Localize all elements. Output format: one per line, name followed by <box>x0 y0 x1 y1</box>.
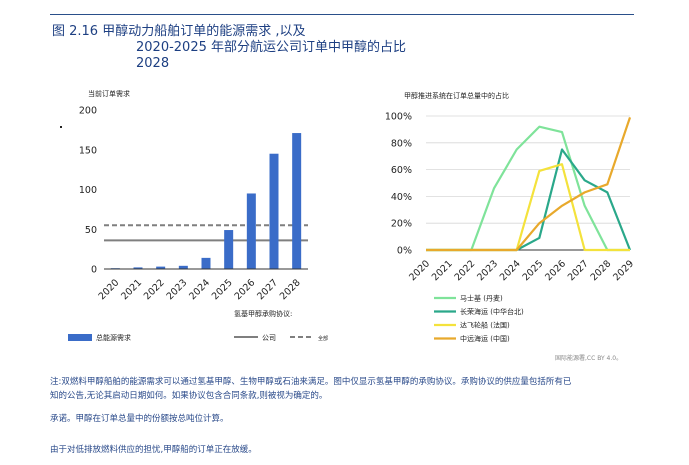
bar <box>178 265 188 269</box>
x-tick-label: 2023 <box>165 277 190 302</box>
legend-label: 长荣海运 (中华台北) <box>460 307 524 316</box>
x-tick-label: 2020 <box>407 258 432 283</box>
x-tick-label: 2020 <box>97 277 122 302</box>
x-tick-label: 2026 <box>233 277 258 302</box>
bar <box>292 133 302 269</box>
y-tick-label: 150 <box>79 145 97 156</box>
y-tick-label: 0% <box>397 246 412 257</box>
x-tick-label: 2021 <box>430 258 455 283</box>
note-line4: 由于对低排放燃料供应的担忧,甲醇船的订单正在放缓。 <box>50 445 257 455</box>
y-tick-label: 200 <box>79 106 97 117</box>
x-tick-label: 2024 <box>498 258 523 283</box>
y-tick-label: 50 <box>85 225 97 236</box>
bar <box>201 257 211 269</box>
y-tick-label: 100% <box>385 112 412 123</box>
x-tick-label: 2024 <box>187 277 212 302</box>
x-tick-label: 2022 <box>142 277 167 302</box>
x-tick-label: 2028 <box>589 258 614 283</box>
note-line3: 承诺。甲醇在订单总量中的份额按总吨位计算。 <box>50 414 229 424</box>
legend-label-total: 总能源需求 <box>96 333 131 342</box>
bar-chart-title: 当前订单需求 <box>88 90 130 98</box>
figure-title-line1: 图 2.16 甲醇动力船舶订单的能源需求 ,以及 <box>52 24 306 39</box>
bar <box>246 193 256 269</box>
legend-label-company: 公司 <box>262 334 276 342</box>
bar <box>269 153 279 269</box>
legend-label-all: 全部 <box>318 335 328 342</box>
line-chart-title: 甲醇推进系统在订单总量中的占比 <box>404 92 509 100</box>
y-tick-label: 100 <box>79 185 97 196</box>
x-tick-label: 2029 <box>611 258 636 283</box>
y-tick-label: 80% <box>391 138 412 149</box>
y-tick-label: 20% <box>391 219 412 230</box>
x-tick-label: 2028 <box>278 277 303 302</box>
stray-dot <box>60 126 62 128</box>
y-tick-label: 60% <box>391 165 412 176</box>
x-tick-label: 2021 <box>119 277 144 302</box>
bar <box>224 230 234 269</box>
x-tick-label: 2027 <box>255 277 280 302</box>
figure-title-line3: 2028 <box>136 56 170 71</box>
x-tick-label: 2025 <box>210 277 235 302</box>
x-tick-label: 2027 <box>566 258 591 283</box>
x-tick-label: 2023 <box>475 258 500 283</box>
source-credit: 国际能源署,CC BY 4.0。 <box>555 355 623 362</box>
legend-label: 达飞轮船 (法国) <box>460 321 510 330</box>
note-line2: 知的公告,无论其启动日期如何。如果协议包含合同条款,则被视为确定的。 <box>50 391 328 401</box>
line-chart: 0%20%40%60%80%100%2020202120222023202420… <box>385 112 636 344</box>
legend-swatch-total <box>68 334 92 341</box>
top-rule <box>50 14 634 15</box>
bar <box>156 266 166 269</box>
x-tick-label: 2022 <box>453 258 478 283</box>
x-tick-label: 2026 <box>543 258 568 283</box>
legend-heading: 氢基甲醇承购协议: <box>234 309 292 318</box>
note-line1: 注:双燃料甲醇船舶的能源需求可以通过氢基甲醇、生物甲醇或石油来满足。图中仅显示氢… <box>50 377 572 387</box>
series-line <box>426 116 632 252</box>
legend-label: 中远海运 (中国) <box>460 334 510 343</box>
bar <box>133 267 143 269</box>
figure-title-line2: 2020-2025 年部分航运公司订单中甲醇的占比 <box>136 40 406 55</box>
legend-label: 马士基 (丹麦) <box>460 294 503 303</box>
x-tick-label: 2025 <box>521 258 546 283</box>
y-tick-label: 0 <box>91 265 97 276</box>
y-tick-label: 40% <box>391 192 412 203</box>
bar-chart: 0 50 100 150 200 2020202120222023202420252026… <box>68 106 328 342</box>
